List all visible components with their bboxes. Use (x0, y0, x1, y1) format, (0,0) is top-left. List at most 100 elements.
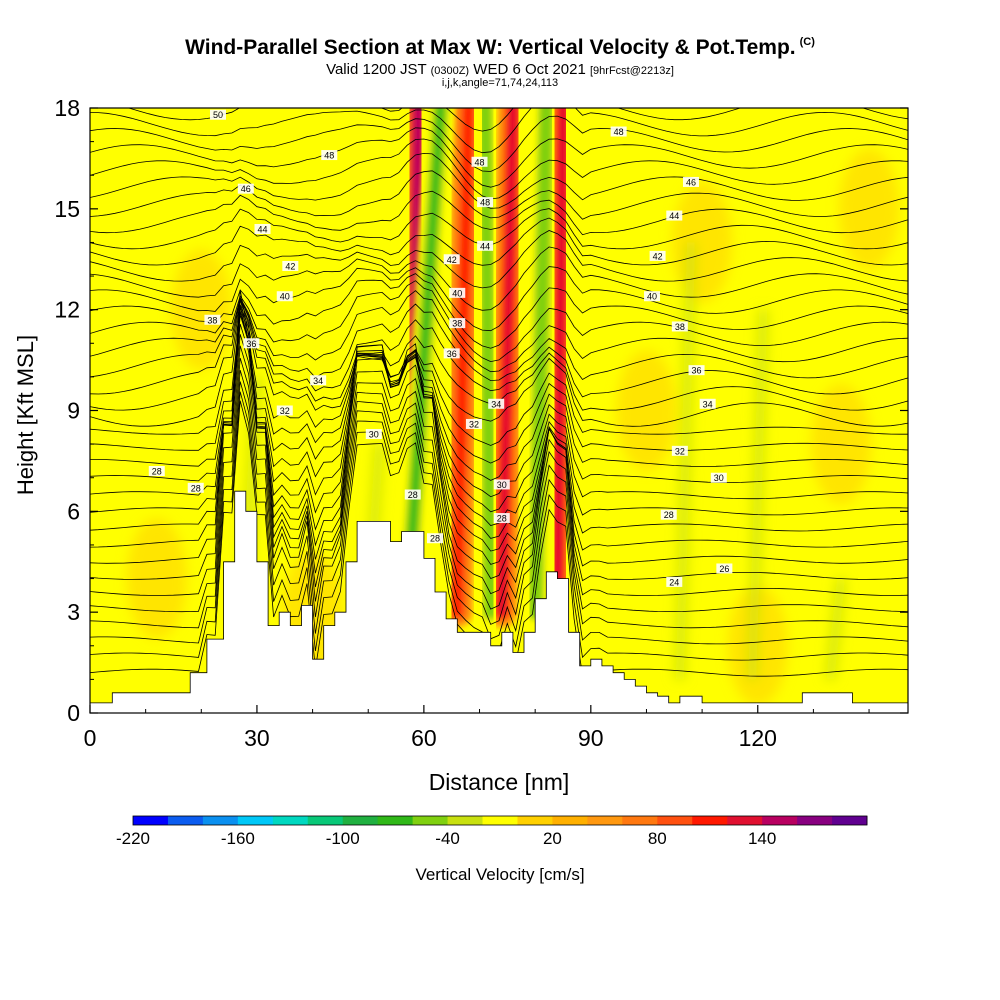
contour-label-text: 26 (719, 564, 729, 574)
theta-contour (127, 108, 908, 132)
contour-label: 36 (443, 348, 460, 359)
contour-label-text: 42 (653, 251, 663, 261)
field-streak (674, 242, 696, 680)
contour-label-bg (671, 445, 688, 456)
contour-label-text: 28 (152, 467, 162, 477)
contour-label-text: 28 (191, 483, 201, 493)
contour-label-bg (465, 418, 482, 429)
contour-label: 44 (477, 240, 494, 251)
contour-label: 36 (688, 365, 705, 376)
contour-label: 40 (449, 287, 466, 298)
contour-label: 44 (254, 224, 271, 235)
valid-prefix: Valid 1200 JST (326, 61, 427, 78)
contour-label: 42 (282, 260, 299, 271)
contour-label-text: 40 (452, 288, 462, 298)
theta-contour (90, 323, 908, 567)
colorbar-swatch (622, 816, 658, 825)
contour-label: 28 (187, 482, 204, 493)
valid-line: Valid 1200 JST (0300Z) WED 6 Oct 2021 [9… (0, 61, 1000, 78)
contour-label: 46 (682, 176, 699, 187)
contour-label-bg (276, 405, 293, 416)
colorbar-tick-label: -100 (326, 829, 360, 848)
contour-label-bg (477, 240, 494, 251)
contour-label: 46 (237, 183, 254, 194)
colorbar-swatch (342, 816, 379, 825)
contour-label-text: 48 (475, 157, 485, 167)
contour-label-text: 28 (408, 490, 418, 500)
theta-contour (90, 190, 908, 236)
contour-label-bg (688, 365, 705, 376)
contour-label-text: 28 (430, 534, 440, 544)
y-tick-label: 15 (54, 196, 80, 222)
contour-label-text: 32 (675, 446, 685, 456)
contour-label-text: 28 (664, 510, 674, 520)
colorbar-swatch (237, 816, 274, 825)
colorbar-swatch (482, 816, 518, 825)
updraft-core (542, 108, 579, 628)
x-tick-label: 60 (411, 725, 437, 751)
contour-label: 32 (465, 418, 482, 429)
colorbar-tick-label: -160 (221, 829, 255, 848)
contour-label: 30 (365, 429, 382, 440)
colorbar-swatch (307, 816, 344, 825)
contour-label-text: 30 (369, 430, 379, 440)
contour-label-text: 28 (497, 514, 507, 524)
contour-label-text: 34 (491, 399, 501, 409)
theta-contour (90, 170, 908, 220)
updraft-core-band (553, 108, 567, 616)
colorbar-tick-label: 80 (648, 829, 667, 848)
theta-contour (90, 310, 908, 464)
contour-label-bg (493, 513, 510, 524)
theta-contour (90, 289, 908, 513)
contour-label-bg (443, 254, 460, 265)
theta-contour (90, 369, 908, 629)
contour-label-bg (310, 375, 327, 386)
contour-label-text: 48 (614, 127, 624, 137)
contour-label: 40 (276, 291, 293, 302)
contour-label: 48 (610, 126, 627, 137)
contour-label-bg (404, 489, 421, 500)
x-tick-label: 90 (578, 725, 604, 751)
contour-label-bg (644, 291, 661, 302)
contour-label-bg (243, 338, 260, 349)
contour-label: 40 (644, 291, 661, 302)
contour-label: 38 (449, 318, 466, 329)
contour-label-bg (148, 466, 165, 476)
chart-title: Wind-Parallel Section at Max W: Vertical… (0, 36, 1000, 60)
theta-contour (90, 298, 908, 526)
contour-label-text: 42 (285, 261, 295, 271)
contour-label-bg (365, 429, 382, 440)
theta-contour (90, 306, 908, 481)
theta-contours (90, 108, 908, 677)
contour-label-bg (710, 472, 727, 483)
forecast-tag: [9hrFcst@2213z] (590, 65, 674, 77)
x-tick-label: 30 (244, 725, 270, 751)
updraft-core-band (453, 108, 472, 616)
chart-title-text: Wind-Parallel Section at Max W: Vertical… (185, 36, 796, 59)
contour-label-bg (649, 250, 666, 261)
downdraft-core (521, 108, 560, 626)
contour-label-bg (671, 321, 688, 332)
colorbar-swatch (133, 816, 169, 825)
contour-label: 30 (493, 479, 510, 490)
contour-label: 24 (666, 576, 683, 587)
colorbar-swatch (692, 816, 728, 825)
theta-contour (90, 115, 908, 172)
contour-label-text: 32 (280, 406, 290, 416)
contour-label: 38 (204, 314, 221, 325)
downdraft-core-band (532, 108, 550, 616)
colorbar-tick-label: -40 (435, 829, 460, 848)
contour-label-text: 46 (241, 184, 251, 194)
colorbar-swatch (167, 816, 204, 825)
field-streak (747, 309, 769, 680)
theta-contour (90, 357, 908, 613)
contour-label: 48 (477, 197, 494, 208)
contour-label-text: 36 (246, 339, 256, 349)
theta-contour (90, 152, 908, 209)
colorbar-swatch (412, 816, 449, 825)
contour-label: 38 (671, 321, 688, 332)
theta-contour (90, 304, 908, 427)
colorbar-tick-label: 20 (543, 829, 562, 848)
contour-label: 26 (716, 563, 733, 574)
